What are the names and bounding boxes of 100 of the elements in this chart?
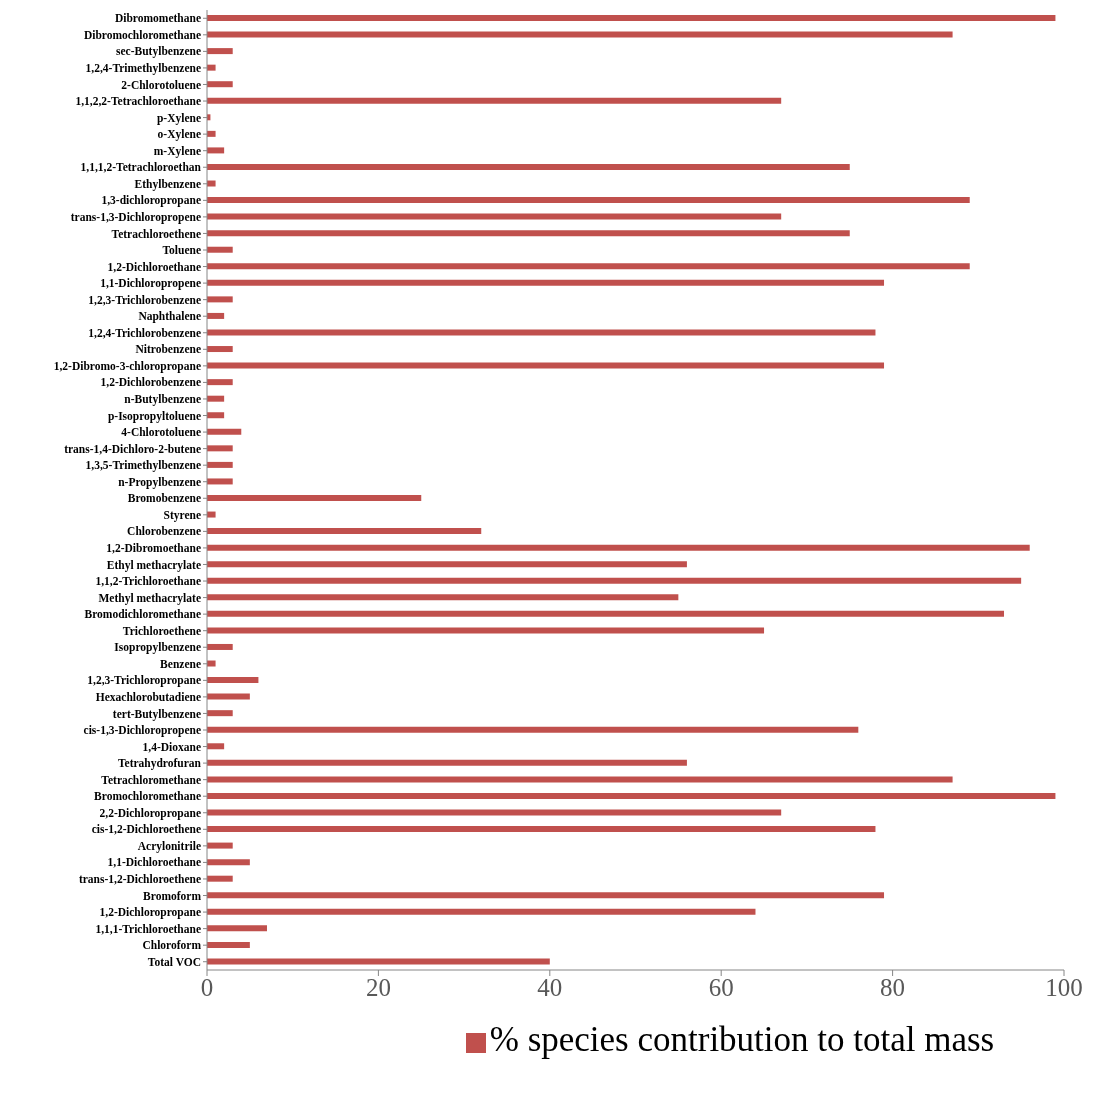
bar — [207, 495, 422, 501]
legend-label: % species contribution to total mass — [489, 1020, 995, 1059]
y-tick-label: Dibromochloromethane — [83, 28, 201, 41]
bar — [207, 561, 687, 568]
bar — [207, 130, 216, 137]
y-tick-label: Ethyl methacrylate — [106, 558, 201, 572]
y-tick-label: Chloroform — [142, 939, 202, 952]
y-tick-label: Bromodichloromethane — [84, 608, 201, 621]
bar — [207, 660, 216, 667]
bar — [207, 230, 850, 237]
bar — [207, 461, 233, 468]
bar — [207, 197, 970, 204]
y-tick-label: 1,2,3-Trichloropropane — [87, 674, 201, 688]
bar — [207, 312, 225, 319]
y-tick-label: Benzene — [160, 657, 201, 670]
bar — [207, 213, 782, 220]
bar — [207, 246, 233, 253]
y-tick-label: 1,1,2-Trichloroethane — [95, 575, 201, 588]
bar — [207, 511, 216, 518]
y-tick-label: 1,3-dichloropropane — [101, 194, 201, 208]
bar — [207, 15, 1056, 21]
bar — [207, 379, 233, 386]
bar — [207, 643, 233, 650]
y-tick-label: Bromoform — [143, 889, 202, 902]
y-tick-label: m-Xylene — [153, 144, 201, 158]
y-tick-label: Isopropylbenzene — [114, 641, 201, 655]
y-tick-label: cis-1,2-Dichloroethene — [91, 823, 201, 836]
y-tick-label: 1,2-Dibromoethane — [106, 542, 201, 555]
y-tick-label: o-Xylene — [157, 128, 201, 142]
y-tick-label: trans-1,3-Dichloropropene — [70, 210, 201, 224]
bar — [207, 610, 1005, 617]
y-tick-label: p-Xylene — [156, 111, 201, 125]
bar — [207, 859, 250, 866]
y-tick-label: Styrene — [163, 508, 201, 522]
y-tick-label: 2,2-Dichloropropane — [99, 806, 201, 820]
y-tick-label: sec-Butylbenzene — [116, 45, 201, 59]
y-tick-label: Naphthalene — [138, 310, 201, 324]
x-tick-label: 100 — [1045, 973, 1083, 1001]
bar — [207, 908, 756, 915]
bar — [207, 875, 233, 882]
bar — [207, 842, 233, 849]
y-tick-label: Bromobenzene — [127, 492, 201, 505]
y-tick-label: 1,2-Dichloroethane — [107, 260, 201, 273]
bar — [207, 147, 225, 154]
x-tick-label: 20 — [365, 973, 391, 1001]
bar — [207, 180, 216, 187]
y-tick-label: 1,3,5-Trimethylbenzene — [85, 459, 201, 473]
y-tick-label: Dibromomethane — [114, 12, 201, 25]
bar — [207, 776, 953, 783]
x-tick-label: 40 — [537, 973, 563, 1001]
y-tick-label: 1,1,1-Trichloroethane — [95, 922, 201, 935]
y-tick-label: Chlorobenzene — [127, 525, 201, 538]
x-tick-label: 0 — [200, 973, 214, 1001]
bar — [207, 726, 859, 733]
bar — [207, 263, 970, 270]
y-tick-label: 1,2-Dichlorobenzene — [100, 376, 201, 389]
y-tick-label: 1,1-Dichloropropene — [100, 277, 201, 291]
bar — [207, 743, 225, 750]
bar — [207, 31, 953, 38]
bar — [207, 296, 233, 303]
y-tick-label: trans-1,4-Dichloro-2-butene — [64, 442, 201, 455]
bar — [207, 428, 242, 435]
bar — [207, 478, 233, 485]
bar — [207, 627, 765, 634]
bar — [207, 594, 679, 601]
y-tick-label: 1,1,1,2-Tetrachloroethan — [80, 161, 202, 174]
bar — [207, 97, 782, 104]
y-tick-label: 1,2-Dichloropropane — [99, 906, 201, 920]
bar — [207, 445, 233, 452]
bar — [207, 48, 233, 55]
y-tick-label: 1,2-Dibromo-3-chloropropane — [53, 359, 201, 373]
bar — [207, 544, 1030, 551]
y-tick-label: Acrylonitrile — [137, 839, 201, 853]
y-tick-label: Tetrachloroethene — [111, 227, 201, 240]
bar — [207, 362, 885, 369]
y-tick-label: 1,2,4-Trichlorobenzene — [88, 326, 201, 339]
bar — [207, 528, 482, 535]
y-tick-label: cis-1,3-Dichloropropene — [83, 724, 201, 738]
y-tick-label: 4-Chlorotoluene — [121, 426, 201, 439]
bar — [207, 346, 233, 353]
bar — [207, 809, 782, 816]
y-tick-label: Ethylbenzene — [134, 177, 201, 191]
y-tick-label: Trichloroethene — [122, 624, 201, 637]
y-tick-label: Tetrachloromethane — [101, 773, 201, 786]
y-tick-label: p-Isopropyltoluene — [107, 409, 201, 423]
bar — [207, 892, 885, 899]
y-tick-label: 1,4-Dioxane — [142, 740, 201, 753]
y-tick-label: Total VOC — [147, 955, 201, 968]
bar — [207, 941, 250, 948]
y-tick-label: tert-Butylbenzene — [112, 707, 201, 721]
y-tick-label: Methyl methacrylate — [98, 591, 201, 605]
y-tick-label: n-Propylbenzene — [118, 475, 201, 489]
y-tick-label: 1,1-Dichloroethane — [107, 856, 201, 869]
bar — [207, 395, 225, 402]
y-tick-label: 1,2,3-Trichlorobenzene — [88, 293, 201, 306]
y-tick-label: Hexachlorobutadiene — [95, 690, 201, 703]
y-tick-label: Tetrahydrofuran — [117, 757, 202, 771]
x-tick-label: 60 — [708, 973, 734, 1001]
bar — [207, 693, 250, 700]
y-tick-label: n-Butylbenzene — [124, 393, 201, 407]
